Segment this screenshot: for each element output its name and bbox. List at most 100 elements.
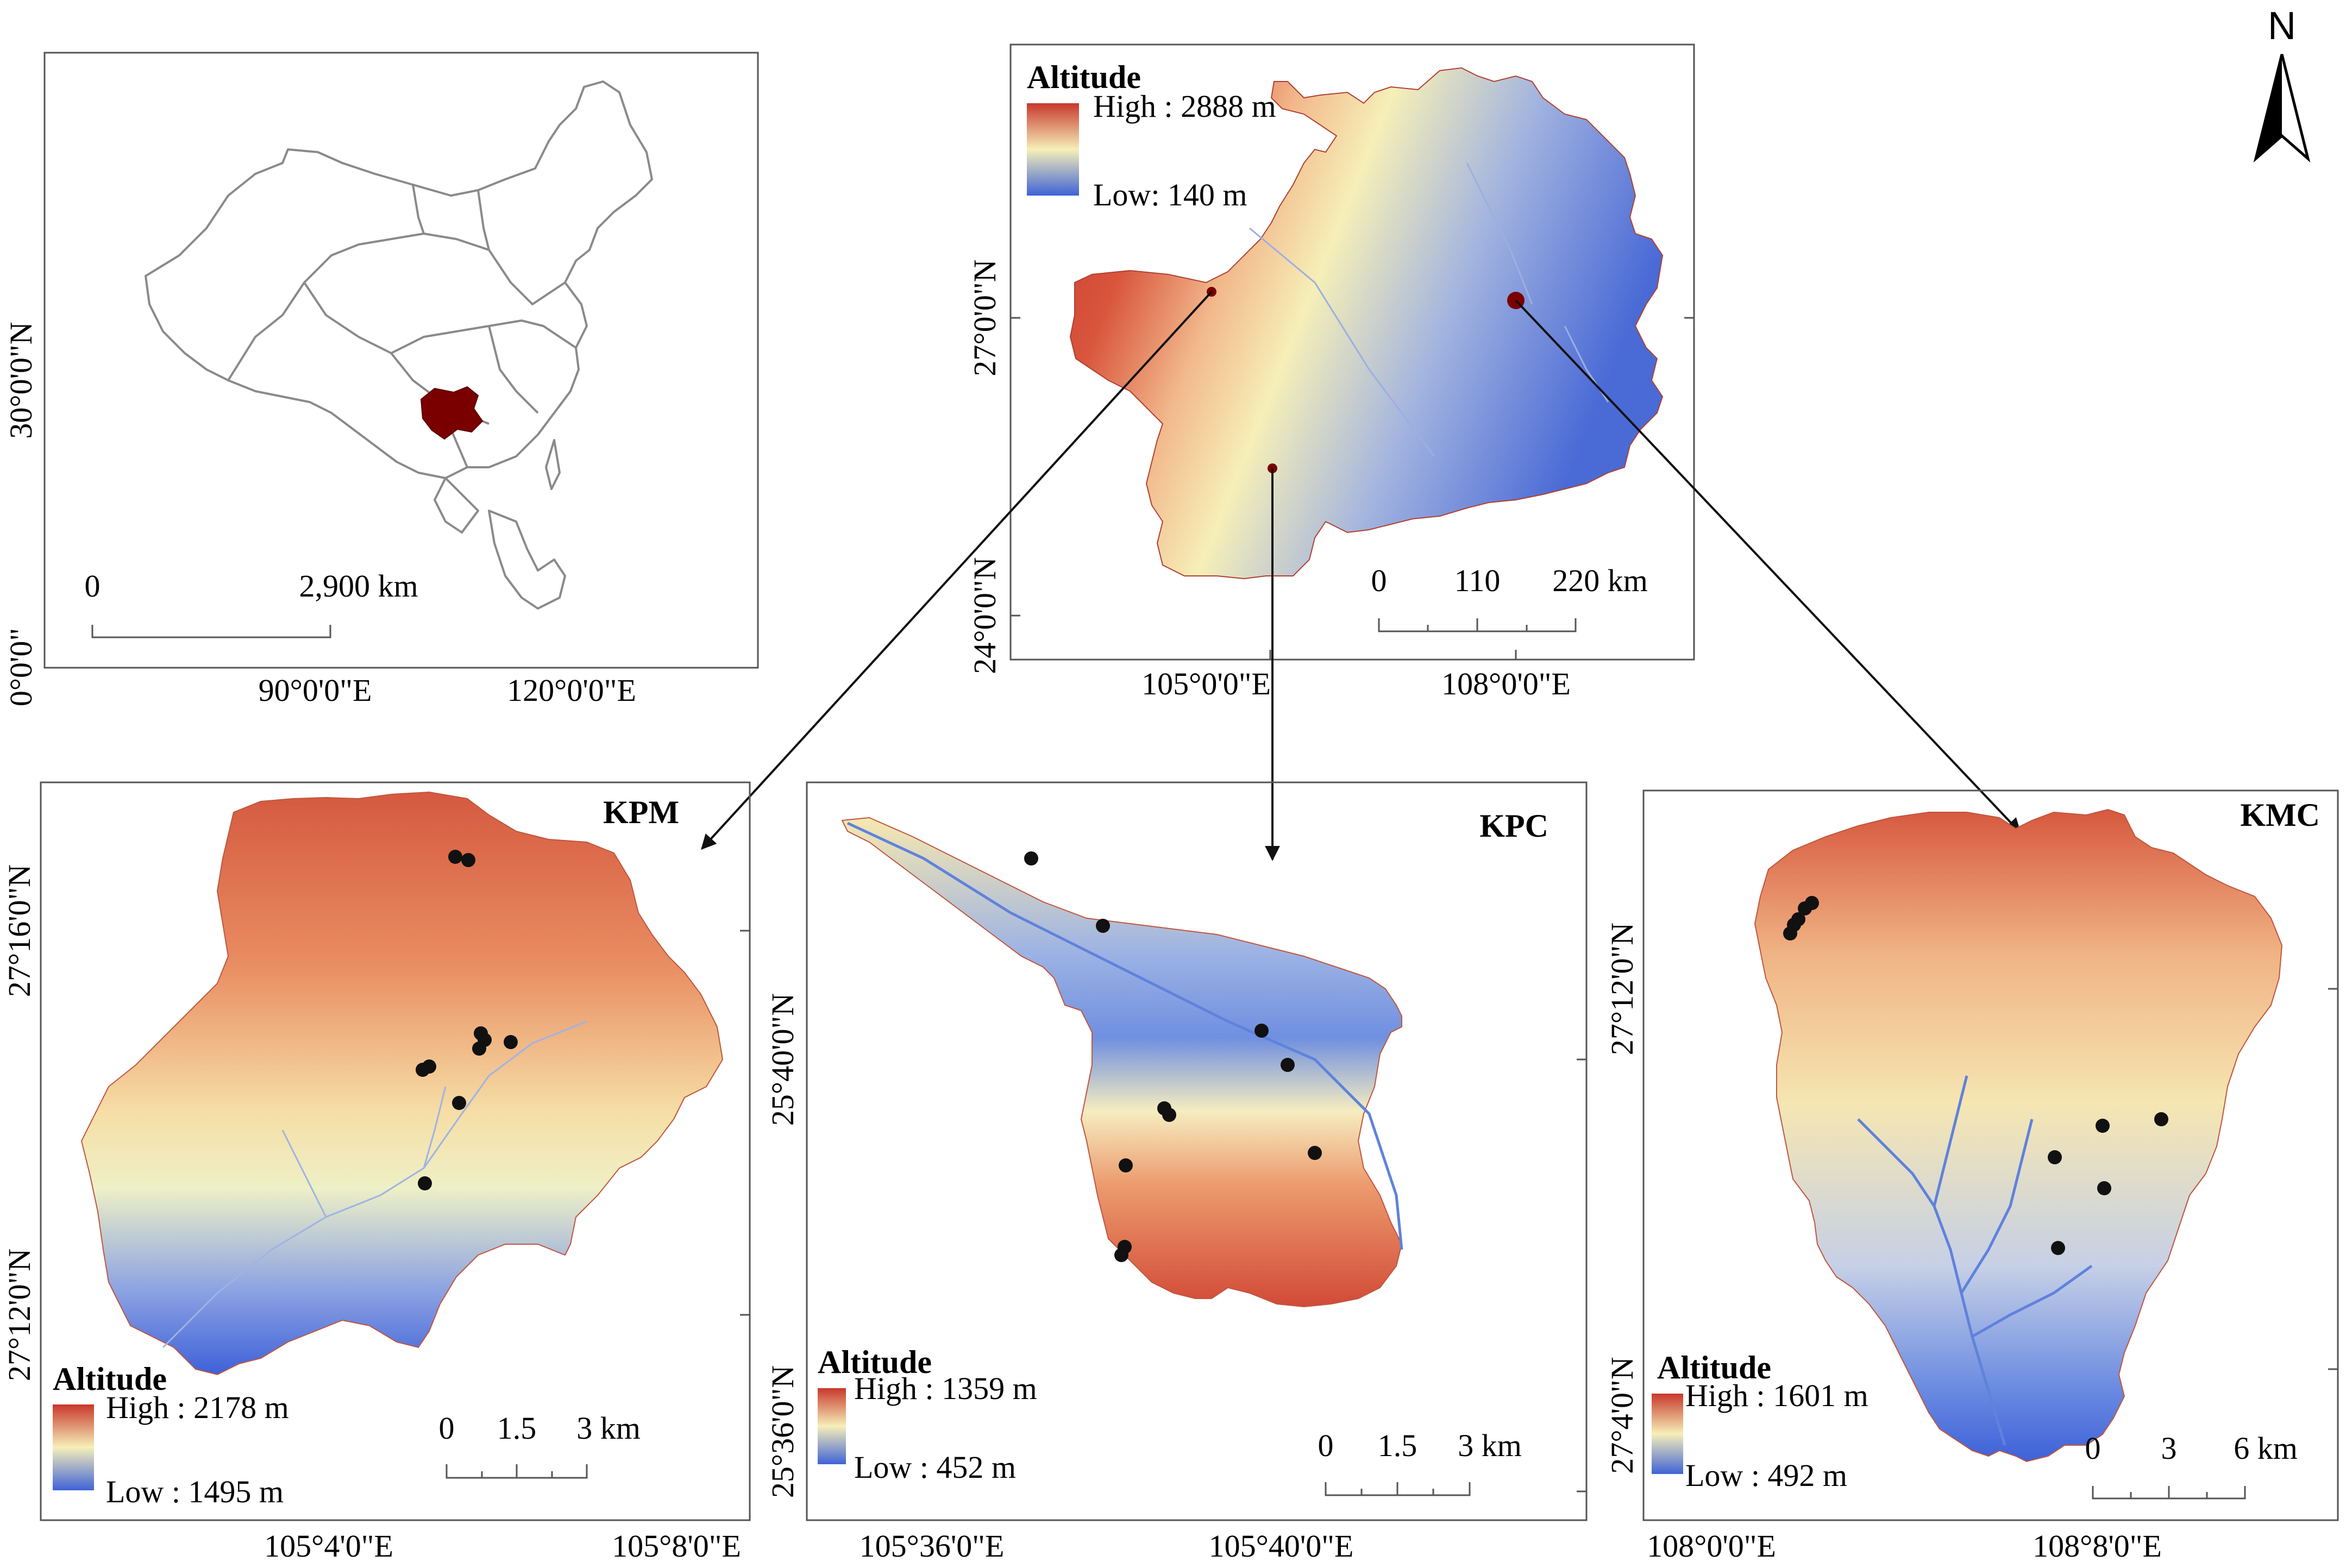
province-legend-low: Low: 140 m bbox=[1093, 177, 1247, 212]
sample-point bbox=[1805, 896, 1819, 910]
kpm-elevation-surface bbox=[80, 791, 724, 1376]
kpm-y-label-2: 27°12'0"N bbox=[2, 1249, 37, 1381]
sample-point bbox=[1096, 919, 1110, 933]
kpm-legend-high: High : 2178 m bbox=[106, 1390, 289, 1425]
china-scale-bar: 0 2,900 km bbox=[85, 568, 418, 638]
kmc-legend-low: Low : 492 m bbox=[1685, 1458, 1847, 1493]
province-scale-bar: 0 110 220 km bbox=[1371, 563, 1648, 632]
kpm-x-label-1: 105°4'0"E bbox=[264, 1528, 393, 1564]
province-y-label-1: 27°0'0"N bbox=[967, 259, 1002, 376]
kpc-scale-start: 0 bbox=[1318, 1428, 1334, 1463]
sample-point bbox=[452, 1096, 466, 1110]
connector-arrows bbox=[701, 291, 2021, 861]
kmc-panel: KMC Altitude High : 1601 m Low : 492 m 0… bbox=[1604, 789, 2339, 1564]
sample-point bbox=[2096, 1119, 2110, 1133]
sample-point bbox=[472, 1042, 486, 1056]
province-elevation-surface bbox=[1069, 67, 1664, 580]
kmc-y-label-1: 27°12'0"N bbox=[1604, 923, 1640, 1055]
sample-point bbox=[1119, 1158, 1133, 1172]
arrow-to-kmc bbox=[1515, 299, 2021, 834]
china-y-label-2: 0°0'0" bbox=[3, 628, 39, 706]
kpc-legend-ramp bbox=[818, 1388, 846, 1464]
kpc-scale-end: 3 km bbox=[1458, 1428, 1522, 1463]
kmc-legend-high: High : 1601 m bbox=[1685, 1378, 1868, 1413]
sample-point bbox=[2154, 1112, 2168, 1126]
kmc-x-label-2: 108°8'0"E bbox=[2033, 1528, 2162, 1564]
guizhou-province-highlight bbox=[420, 386, 484, 440]
sample-point bbox=[1791, 912, 1805, 926]
kpc-legend-high: High : 1359 m bbox=[854, 1371, 1037, 1406]
kpc-sample-points bbox=[1024, 851, 1322, 1262]
kpc-panel: KPC Altitude High : 1359 m Low : 452 m 0… bbox=[765, 781, 1588, 1564]
sample-point bbox=[1308, 1146, 1322, 1160]
sample-point bbox=[1281, 1058, 1295, 1072]
kpc-legend-title: Altitude bbox=[818, 1344, 932, 1380]
sample-point bbox=[1024, 851, 1038, 865]
kmc-scale-mid: 3 bbox=[2161, 1431, 2177, 1466]
china-x-label-1: 90°0'0"E bbox=[259, 673, 372, 708]
china-x-label-2: 120°0'0"E bbox=[507, 673, 636, 708]
kpc-x-label-1: 105°36'0"E bbox=[860, 1528, 1005, 1564]
province-scale-end: 220 km bbox=[1552, 563, 1648, 598]
kpm-sample-points bbox=[416, 850, 518, 1190]
kpm-scale-mid: 1.5 bbox=[497, 1410, 537, 1446]
sample-point bbox=[1254, 1024, 1269, 1038]
kpm-legend-title: Altitude bbox=[53, 1361, 167, 1397]
province-legend-title: Altitude bbox=[1027, 59, 1141, 95]
kpm-panel-title: KPM bbox=[603, 794, 679, 830]
province-scale-start: 0 bbox=[1371, 563, 1387, 598]
china-overview-map: 0 2,900 km 30°0'0"N 0°0'0" 90°0'0"E 120°… bbox=[3, 52, 759, 708]
kpc-elevation-surface bbox=[841, 817, 1403, 1308]
kpc-panel-title: KPC bbox=[1479, 808, 1548, 844]
kpm-x-label-2: 105°8'0"E bbox=[612, 1528, 741, 1564]
sample-point bbox=[1114, 1248, 1128, 1262]
kmc-panel-title: KMC bbox=[2240, 797, 2320, 833]
kmc-x-label-1: 108°0'0"E bbox=[1647, 1528, 1776, 1564]
kpc-scale-bar: 0 1.5 3 km bbox=[1318, 1428, 1522, 1496]
kpm-scale-bar: 0 1.5 3 km bbox=[439, 1410, 641, 1479]
province-legend: Altitude High : 2888 m Low: 140 m bbox=[1027, 59, 1276, 212]
sample-point bbox=[2048, 1150, 2062, 1164]
kmc-sample-points bbox=[1783, 896, 2168, 1255]
kpm-legend: Altitude High : 2178 m Low : 1495 m bbox=[53, 1361, 289, 1509]
kpm-panel: KPM Altitude High : 2178 m Low : 1495 m … bbox=[2, 781, 751, 1564]
kpc-legend-low: Low : 452 m bbox=[854, 1450, 1016, 1485]
sample-point bbox=[461, 853, 475, 867]
kmc-scale-end: 6 km bbox=[2234, 1431, 2298, 1466]
china-scale-end: 2,900 km bbox=[299, 568, 418, 604]
sample-point bbox=[1162, 1108, 1176, 1122]
sample-point bbox=[418, 1176, 432, 1190]
kpc-legend: Altitude High : 1359 m Low : 452 m bbox=[818, 1344, 1037, 1485]
province-elevation-map: Altitude High : 2888 m Low: 140 m 0 110 … bbox=[967, 43, 1695, 701]
kpm-legend-ramp bbox=[53, 1404, 94, 1490]
china-scale-start: 0 bbox=[85, 568, 101, 604]
china-outline bbox=[145, 80, 653, 610]
kpm-scale-end: 3 km bbox=[576, 1410, 641, 1446]
arrow-to-kpm bbox=[701, 291, 1213, 850]
north-arrow-label: N bbox=[2268, 4, 2296, 48]
kmc-scale-bar: 0 3 6 km bbox=[2085, 1431, 2298, 1500]
province-legend-ramp bbox=[1027, 103, 1079, 196]
province-legend-high: High : 2888 m bbox=[1093, 89, 1276, 124]
province-y-label-2: 24°0'0"N bbox=[967, 557, 1002, 674]
sample-point bbox=[2051, 1241, 2065, 1255]
province-x-label-2: 108°0'0"E bbox=[1441, 666, 1571, 701]
province-scale-mid: 110 bbox=[1454, 563, 1501, 598]
china-y-label-1: 30°0'0"N bbox=[3, 322, 39, 438]
kpm-y-label-1: 27°16'0"N bbox=[2, 864, 37, 997]
kpc-y-label-2: 25°36'0"N bbox=[765, 1365, 800, 1498]
sample-point bbox=[422, 1059, 436, 1074]
kmc-legend: Altitude High : 1601 m Low : 492 m bbox=[1652, 1350, 1868, 1493]
kpc-x-label-2: 105°40'0"E bbox=[1209, 1528, 1354, 1564]
kpm-legend-low: Low : 1495 m bbox=[106, 1474, 284, 1509]
kmc-elevation-surface bbox=[1754, 808, 2283, 1463]
kpc-y-label-1: 25°40'0"N bbox=[765, 993, 800, 1126]
kmc-scale-start: 0 bbox=[2085, 1431, 2101, 1466]
kpm-scale-start: 0 bbox=[439, 1410, 455, 1446]
kpc-scale-mid: 1.5 bbox=[1378, 1428, 1417, 1463]
kmc-legend-ramp bbox=[1652, 1394, 1683, 1474]
kmc-y-label-2: 27°4'0"N bbox=[1604, 1357, 1640, 1473]
north-arrow: N bbox=[2253, 4, 2311, 163]
province-x-label-1: 105°0'0"E bbox=[1141, 666, 1271, 701]
